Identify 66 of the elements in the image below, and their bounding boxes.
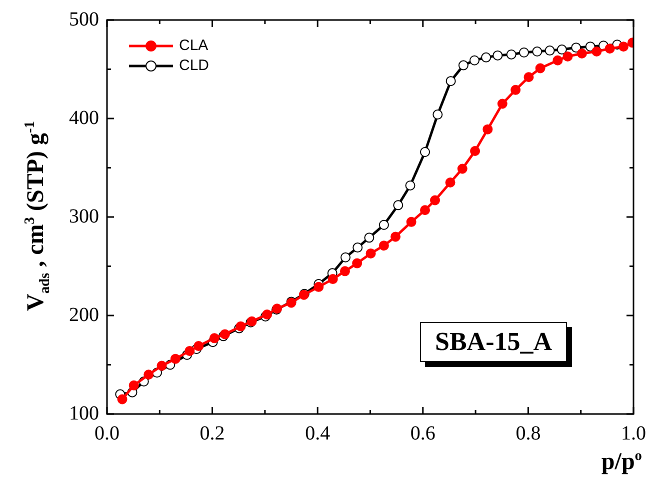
point	[420, 205, 430, 216]
point	[430, 195, 440, 206]
point	[518, 48, 529, 58]
y-tick-label: 300	[69, 205, 99, 228]
point	[492, 50, 503, 60]
y-tick-label: 400	[69, 106, 99, 129]
legend-label: CLA	[179, 37, 208, 54]
point	[117, 394, 128, 404]
point	[532, 46, 542, 57]
point	[390, 232, 401, 242]
point	[170, 354, 180, 364]
point	[571, 42, 582, 53]
y-tick-label: 500	[69, 8, 99, 30]
point	[378, 220, 389, 230]
point	[470, 146, 480, 156]
point	[544, 46, 555, 56]
y-tick-label: 200	[69, 304, 99, 326]
point	[562, 51, 573, 62]
point	[194, 341, 204, 352]
point	[406, 216, 416, 227]
x-tick-label: 0.2	[200, 422, 225, 444]
point	[446, 76, 456, 86]
x-tick-label: 1.0	[621, 422, 646, 444]
point	[445, 178, 456, 188]
point	[405, 180, 416, 190]
point	[144, 370, 154, 380]
point	[510, 84, 521, 95]
annotation: SBA-15_A	[420, 322, 568, 362]
point	[618, 42, 628, 52]
y-tick-label: 100	[69, 402, 99, 424]
point	[128, 380, 139, 390]
point	[352, 242, 363, 253]
point	[340, 266, 350, 276]
point	[156, 360, 167, 371]
point	[184, 346, 195, 356]
point	[366, 248, 376, 258]
point	[432, 110, 443, 120]
point	[481, 52, 492, 62]
x-tick-label: 0.6	[410, 422, 436, 444]
point	[420, 146, 430, 157]
point	[535, 63, 546, 74]
point	[209, 333, 220, 344]
point	[340, 252, 351, 262]
point	[352, 258, 362, 268]
point	[378, 240, 389, 251]
x-tick-label: 0.0	[94, 422, 120, 444]
point	[458, 60, 468, 70]
x-tick-label: 0.8	[516, 422, 541, 444]
legend-label: CLD	[179, 57, 210, 74]
point	[552, 55, 563, 66]
point	[482, 124, 493, 134]
point	[604, 44, 615, 54]
point	[506, 49, 516, 60]
x-axis-title: p/p$^{o}$	[601, 448, 642, 476]
point	[328, 274, 338, 284]
point	[576, 48, 587, 58]
point	[592, 46, 602, 57]
x-tick-label: 0.4	[305, 422, 330, 444]
point	[364, 232, 374, 243]
point	[457, 164, 468, 174]
point	[524, 72, 534, 82]
point	[469, 55, 480, 66]
point	[497, 98, 508, 109]
point	[393, 200, 404, 210]
point	[314, 282, 324, 292]
point	[556, 44, 567, 55]
